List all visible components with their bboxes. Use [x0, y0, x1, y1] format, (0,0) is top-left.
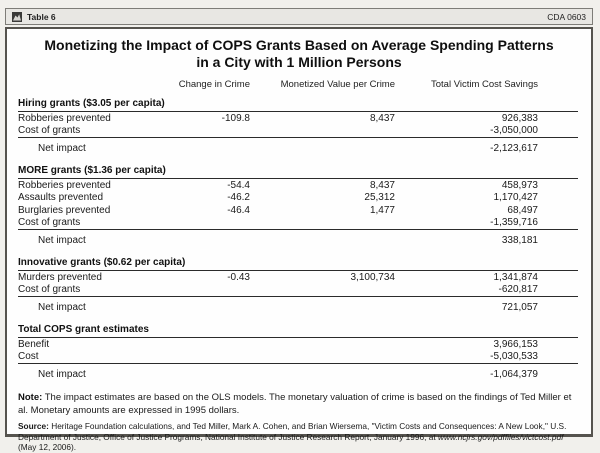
net-impact-row: Net impact 721,057: [18, 296, 579, 314]
row-label: Cost of grants: [18, 125, 81, 137]
source-url: www.ncjrs.gov/pdffiles/victcost.pdf: [437, 431, 564, 442]
savings-value: 1,170,427: [493, 192, 539, 204]
note-body: The impact estimates are based on the OL…: [18, 392, 572, 416]
change-value: -46.4: [227, 204, 250, 216]
net-impact-value: 338,181: [395, 229, 538, 247]
row-label: Burglaries prevented: [18, 204, 111, 216]
savings-value: 68,497: [507, 204, 538, 216]
net-impact-value: -2,123,617: [395, 137, 538, 155]
row-label: Robberies prevented: [18, 179, 111, 191]
monetized-value: 25,312: [364, 192, 395, 204]
net-impact-row: Net impact -1,064,379: [18, 363, 579, 381]
note: Note: The impact estimates are based on …: [18, 392, 578, 417]
note-label: Note:: [18, 392, 43, 403]
section-total-estimates: Total COPS grant estimates Benefit 3,966…: [18, 323, 579, 381]
column-header-row: Change in Crime Monetized Value per Crim…: [18, 77, 578, 90]
source-body: Heritage Foundation calculations, and Te…: [18, 421, 567, 442]
row-label: Benefit: [18, 338, 50, 350]
table-row: Cost of grants -1,359,716: [18, 217, 578, 230]
table-row: Cost -5,030,533: [18, 351, 578, 364]
source-label: Source:: [18, 421, 49, 431]
change-value: -0.43: [227, 271, 250, 283]
source-date: (May 12, 2006).: [18, 442, 77, 452]
savings-value: 1,341,874: [493, 271, 539, 283]
document-code: CDA 0603: [547, 11, 586, 22]
section-more-grants: MORE grants ($1.36 per capita) Robberies…: [18, 164, 579, 247]
source: Source: Heritage Foundation calculations…: [18, 421, 578, 453]
monetized-value: 3,100,734: [350, 271, 396, 283]
table-row: Benefit 3,966,153: [18, 338, 578, 351]
net-impact-label: Net impact: [18, 363, 178, 381]
table-row: Assaults prevented -46.2 25,312 1,170,42…: [18, 192, 578, 205]
net-impact-value: 721,057: [395, 296, 538, 314]
savings-value: 3,966,153: [493, 338, 539, 350]
col-header-change-in-crime: Change in Crime: [178, 79, 250, 90]
row-label: Assaults prevented: [18, 192, 104, 204]
title-line-2: in a City with 1 Million Persons: [196, 53, 402, 70]
savings-value: -620,817: [498, 284, 538, 296]
col-header-monetized-value: Monetized Value per Crime: [280, 79, 395, 90]
row-label: Robberies prevented: [18, 112, 111, 124]
change-value: -109.8: [221, 112, 250, 124]
table-row: Murders prevented -0.43 3,100,734 1,341,…: [18, 271, 578, 284]
savings-value: -1,359,716: [490, 217, 538, 229]
section-header-label: Hiring grants ($3.05 per capita): [18, 97, 578, 112]
section-hiring-grants: Hiring grants ($3.05 per capita) Robberi…: [18, 97, 578, 155]
section-header-label: MORE grants ($1.36 per capita): [18, 164, 579, 179]
change-value: -54.4: [227, 179, 250, 191]
section-header-label: Total COPS grant estimates: [18, 323, 579, 338]
row-label: Cost of grants: [18, 217, 81, 229]
monetized-value: 1,477: [369, 204, 395, 216]
change-value: -46.2: [227, 192, 250, 204]
row-label: Cost: [18, 351, 39, 363]
table-title: Monetizing the Impact of COPS Grants Bas…: [7, 37, 591, 70]
title-line-1: Monetizing the Impact of COPS Grants Bas…: [44, 37, 554, 53]
net-impact-label: Net impact: [18, 229, 178, 247]
savings-value: -3,050,000: [490, 125, 538, 137]
monetized-value: 8,437: [369, 112, 395, 124]
savings-value: -5,030,533: [490, 351, 538, 363]
section-innovative-grants: Innovative grants ($0.62 per capita) Mur…: [18, 256, 579, 314]
table-row: Cost of grants -620,817: [18, 284, 578, 297]
net-impact-row: Net impact 338,181: [18, 229, 579, 247]
section-header: MORE grants ($1.36 per capita): [18, 164, 579, 179]
savings-value: 458,973: [501, 179, 538, 191]
section-header: Hiring grants ($3.05 per capita): [18, 97, 578, 112]
footnotes: Note: The impact estimates are based on …: [18, 392, 578, 453]
section-header-label: Innovative grants ($0.62 per capita): [18, 256, 579, 271]
section-header: Total COPS grant estimates: [18, 323, 579, 338]
table-row: Robberies prevented -54.4 8,437 458,973: [18, 179, 578, 192]
chart-icon: [12, 11, 22, 22]
net-impact-label: Net impact: [18, 296, 178, 314]
table-row: Burglaries prevented -46.4 1,477 68,497: [18, 204, 578, 217]
table-number-label: Table 6: [27, 11, 56, 22]
monetized-value: 8,437: [369, 179, 395, 191]
col-header-victim-cost-savings: Total Victim Cost Savings: [430, 79, 538, 90]
net-impact-label: Net impact: [18, 137, 178, 155]
net-impact-value: -1,064,379: [395, 363, 538, 381]
table-row: Robberies prevented -109.8 8,437 926,383: [18, 112, 578, 125]
savings-value: 926,383: [501, 112, 538, 124]
row-label: Murders prevented: [18, 271, 102, 283]
table-header-bar: Table 6 CDA 0603: [5, 8, 593, 25]
section-header: Innovative grants ($0.62 per capita): [18, 256, 579, 271]
table-row: Cost of grants -3,050,000: [18, 125, 578, 138]
row-label: Cost of grants: [18, 284, 81, 296]
net-impact-row: Net impact -2,123,617: [18, 137, 578, 155]
table-frame: Monetizing the Impact of COPS Grants Bas…: [5, 27, 593, 452]
